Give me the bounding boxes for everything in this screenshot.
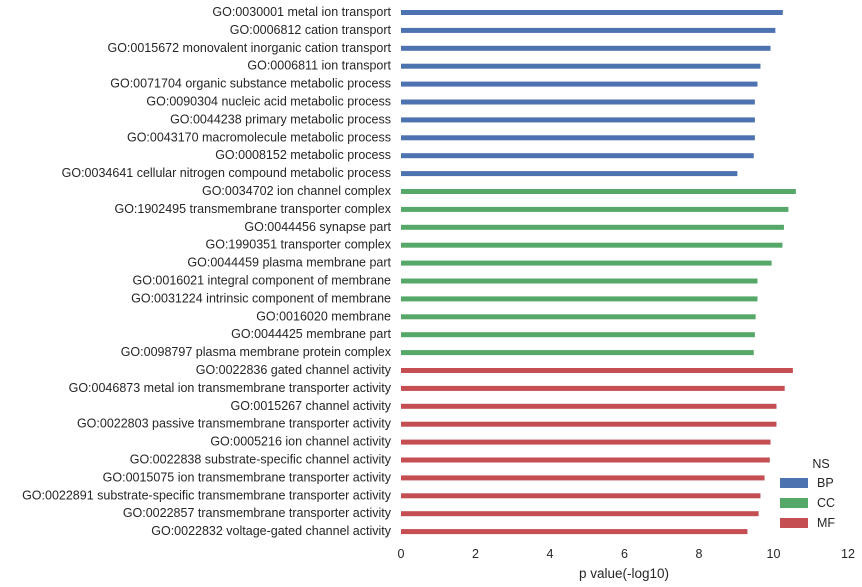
bar-cc <box>401 206 789 212</box>
legend-swatch-mf <box>780 518 808 528</box>
category-label: GO:1990351 transporter complex <box>205 238 391 252</box>
category-label: GO:0006812 cation transport <box>230 23 392 37</box>
x-tick-label: 0 <box>398 547 405 561</box>
category-label: GO:0005216 ion channel activity <box>210 435 391 449</box>
category-label: GO:0022832 voltage-gated channel activit… <box>151 524 391 538</box>
bar-cc <box>401 314 756 320</box>
legend-label-bp: BP <box>817 476 834 490</box>
bar-cc <box>401 189 796 194</box>
x-tick-label: 8 <box>696 547 703 561</box>
bars-layer <box>401 10 796 535</box>
legend-title: NS <box>812 457 829 471</box>
legend-swatch-cc <box>780 498 808 508</box>
bar-mf <box>401 368 793 373</box>
category-label: GO:0016020 membrane <box>256 309 391 323</box>
legend: NS BP CC MF <box>780 457 835 530</box>
bar-mf <box>401 439 771 445</box>
x-axis-label: p value(-log10) <box>579 566 669 581</box>
legend-label-mf: MF <box>817 516 835 530</box>
category-label: GO:0090304 nucleic acid metabolic proces… <box>146 95 391 109</box>
bar-bp <box>401 10 783 15</box>
bar-bp <box>401 153 754 159</box>
bar-cc <box>401 350 754 356</box>
bar-bp <box>401 27 776 33</box>
bar-mf <box>401 493 761 499</box>
bar-mf <box>401 385 785 391</box>
category-label: GO:0022857 transmembrane transporter act… <box>123 506 392 520</box>
x-tick-label: 4 <box>547 547 554 561</box>
bar-bp <box>401 63 761 69</box>
category-label: GO:0044238 primary metabolic process <box>170 112 391 126</box>
bar-mf <box>401 511 759 517</box>
legend-swatch-bp <box>780 478 808 488</box>
category-label: GO:0044425 membrane part <box>231 327 391 341</box>
category-label: GO:0034702 ion channel complex <box>202 184 392 198</box>
category-label: GO:0046873 metal ion transmembrane trans… <box>69 381 392 395</box>
bar-mf <box>401 403 777 409</box>
category-label: GO:0044459 plasma membrane part <box>187 256 391 270</box>
category-label: GO:0015672 monovalent inorganic cation t… <box>107 41 391 55</box>
category-label: GO:0043170 macromolecule metabolic proce… <box>127 130 391 144</box>
x-tick-label: 6 <box>621 547 628 561</box>
bar-mf <box>401 529 748 535</box>
bar-cc <box>401 260 772 266</box>
category-label: GO:0022803 passive transmembrane transpo… <box>77 417 392 431</box>
category-label: GO:0030001 metal ion transport <box>212 5 391 19</box>
category-label: GO:0034641 cellular nitrogen compound me… <box>62 166 391 180</box>
category-label: GO:0015267 channel activity <box>230 399 391 413</box>
x-tick-label: 2 <box>472 547 479 561</box>
category-label: GO:0006811 ion transport <box>247 59 391 73</box>
bar-bp <box>401 81 758 87</box>
bar-bp <box>401 117 755 123</box>
category-label: GO:1902495 transmembrane transporter com… <box>114 202 391 216</box>
category-label: GO:0015075 ion transmembrane transporter… <box>103 470 392 484</box>
bar-mf <box>401 421 777 427</box>
bar-bp <box>401 171 738 177</box>
x-tick-label: 12 <box>841 547 855 561</box>
category-label: GO:0098797 plasma membrane protein compl… <box>121 345 392 359</box>
bar-mf <box>401 475 765 481</box>
category-label: GO:0016021 integral component of membran… <box>133 274 392 288</box>
bar-cc <box>401 296 758 302</box>
bar-cc <box>401 242 783 248</box>
category-label: GO:0022836 gated channel activity <box>196 363 392 377</box>
bar-mf <box>401 457 770 463</box>
bar-bp <box>401 135 755 141</box>
category-labels: GO:0030001 metal ion transport GO:0006812… <box>22 5 392 538</box>
bar-cc <box>401 332 755 338</box>
category-label: GO:0031224 intrinsic component of membra… <box>131 291 391 305</box>
legend-label-cc: CC <box>817 496 835 510</box>
x-axis: 0 2 4 6 8 10 12 <box>398 547 855 561</box>
bar-bp <box>401 99 755 105</box>
bar-cc <box>401 224 784 230</box>
bar-bp <box>401 45 771 51</box>
category-label: GO:0044456 synapse part <box>244 220 391 234</box>
bar-cc <box>401 278 758 284</box>
category-label: GO:0022838 substrate-specific channel ac… <box>130 453 392 467</box>
category-label: GO:0071704 organic substance metabolic p… <box>110 77 391 91</box>
category-label: GO:0022891 substrate-specific transmembr… <box>22 488 392 502</box>
category-label: GO:0008152 metabolic process <box>215 148 391 162</box>
x-tick-label: 10 <box>767 547 781 561</box>
